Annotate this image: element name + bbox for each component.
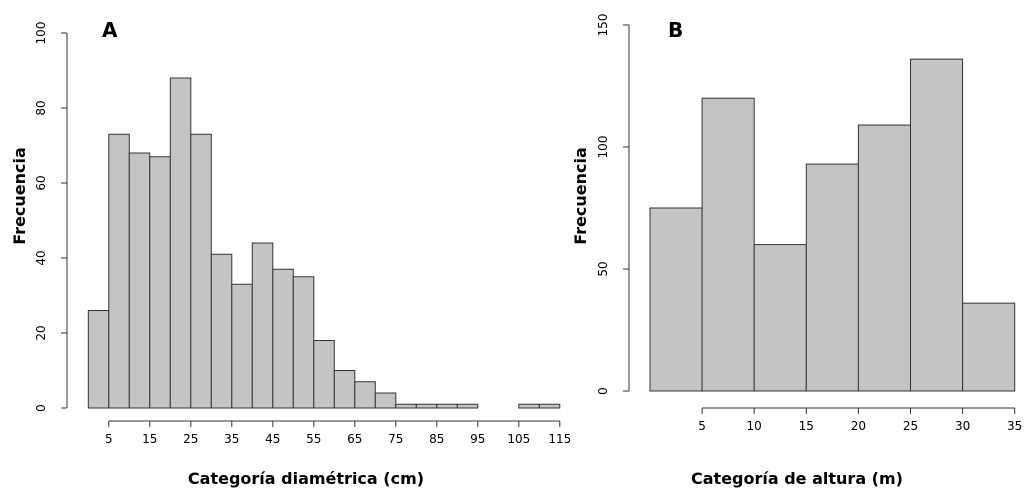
panel-b-bar-1 bbox=[701, 97, 755, 392]
panel-b-bar-4 bbox=[857, 124, 912, 392]
panel-a-bar-21 bbox=[518, 403, 540, 409]
panel-a-bar-4 bbox=[169, 77, 192, 409]
panel-a-x-tick-label-3: 35 bbox=[224, 432, 239, 446]
panel-a-x-axis-title: Categoría diamétrica (cm) bbox=[188, 469, 424, 488]
panel-a-y-tick-label-4: 80 bbox=[34, 100, 48, 115]
panel-a-bar-13 bbox=[354, 381, 376, 409]
panel-a-x-axis: 5 15 25 35 45 55 65 75 85 95 105 115 bbox=[105, 420, 571, 446]
panel-a-y-axis: 0 20 40 60 80 100 bbox=[34, 22, 68, 412]
panel-b-y-axis: 0 50 100 150 bbox=[596, 14, 630, 395]
panel-a-x-tick-label-1: 15 bbox=[142, 432, 157, 446]
panel-a-bars bbox=[87, 77, 561, 409]
panel-a-letter: A bbox=[102, 18, 118, 42]
panel-a-bar-9 bbox=[272, 268, 294, 409]
panel-b-y-tick-label-0: 0 bbox=[596, 387, 610, 395]
panel-a-x-tick-label-7: 75 bbox=[388, 432, 403, 446]
panel-a-bar-0 bbox=[87, 310, 110, 409]
panel-a-y-tick-label-0: 0 bbox=[34, 404, 48, 412]
panel-a-bar-22 bbox=[538, 403, 561, 409]
panel-b-y-tick-label-1: 50 bbox=[596, 261, 610, 276]
panel-b-bar-3 bbox=[805, 163, 859, 392]
panel-a-bar-15 bbox=[395, 403, 417, 409]
panel-a-x-tick-label-6: 65 bbox=[347, 432, 362, 446]
panel-b-x-tick-label-4: 25 bbox=[903, 419, 918, 433]
panel-b-bars bbox=[649, 58, 1016, 392]
panel-b-letter: B bbox=[668, 18, 683, 42]
panel-a-bar-3 bbox=[149, 156, 171, 409]
panel-b-x-tick-label-3: 20 bbox=[851, 419, 866, 433]
panel-b-bar-5 bbox=[910, 58, 964, 392]
panel-a-bar-7 bbox=[231, 283, 253, 409]
histogram-panel-a: A Frecuencia Categoría diamétrica (cm) 0… bbox=[10, 18, 571, 488]
panel-a-bar-12 bbox=[333, 370, 356, 409]
panel-b-x-tick-label-1: 10 bbox=[747, 419, 762, 433]
panel-a-x-tick-label-0: 5 bbox=[105, 432, 113, 446]
panel-b-x-tick-label-2: 15 bbox=[799, 419, 814, 433]
panel-a-bar-17 bbox=[436, 403, 458, 409]
panel-b-x-tick-label-5: 30 bbox=[955, 419, 970, 433]
panel-a-bar-11 bbox=[313, 340, 335, 409]
panel-a-bar-6 bbox=[210, 253, 233, 409]
panel-b-bar-0 bbox=[649, 207, 703, 392]
panel-a-x-tick-label-8: 85 bbox=[429, 432, 444, 446]
panel-a-x-tick-label-9: 95 bbox=[470, 432, 485, 446]
panel-b-x-axis-title: Categoría de altura (m) bbox=[691, 469, 903, 488]
panel-b-y-tick-label-2: 100 bbox=[596, 136, 610, 159]
panel-b-x-tick-label-6: 35 bbox=[1007, 419, 1022, 433]
panel-b-x-axis: 5 10 15 20 25 30 35 bbox=[698, 407, 1022, 433]
panel-b-bar-2 bbox=[753, 244, 807, 392]
panel-b-y-axis-title: Frecuencia bbox=[571, 147, 590, 245]
panel-a-x-tick-label-10: 105 bbox=[507, 432, 530, 446]
panel-a-y-tick-label-5: 100 bbox=[34, 22, 48, 45]
panel-a-bar-2 bbox=[128, 152, 151, 409]
panel-a-bar-16 bbox=[415, 403, 438, 409]
panel-a-x-tick-label-5: 55 bbox=[306, 432, 321, 446]
histogram-panel-b: B Frecuencia Categoría de altura (m) 050… bbox=[571, 14, 1022, 488]
panel-b-bar-6 bbox=[962, 302, 1016, 392]
panel-a-bar-10 bbox=[292, 276, 315, 409]
panel-a-bar-1 bbox=[108, 133, 130, 409]
panel-b-x-tick-label-0: 5 bbox=[698, 419, 706, 433]
panel-a-y-tick-label-3: 60 bbox=[34, 175, 48, 190]
panel-a-y-tick-label-2: 40 bbox=[34, 250, 48, 265]
panel-a-bar-8 bbox=[251, 242, 274, 409]
panel-a-x-tick-label-11: 115 bbox=[548, 432, 571, 446]
panel-a-bar-18 bbox=[456, 403, 479, 409]
panel-a-x-tick-label-2: 25 bbox=[183, 432, 198, 446]
panel-a-x-tick-label-4: 45 bbox=[265, 432, 280, 446]
panel-a-bar-5 bbox=[190, 133, 212, 409]
panel-a-bar-14 bbox=[374, 392, 397, 409]
panel-a-y-tick-label-1: 20 bbox=[34, 325, 48, 340]
panel-a-y-axis-title: Frecuencia bbox=[10, 147, 29, 245]
panel-b-y-tick-label-3: 150 bbox=[596, 14, 610, 37]
